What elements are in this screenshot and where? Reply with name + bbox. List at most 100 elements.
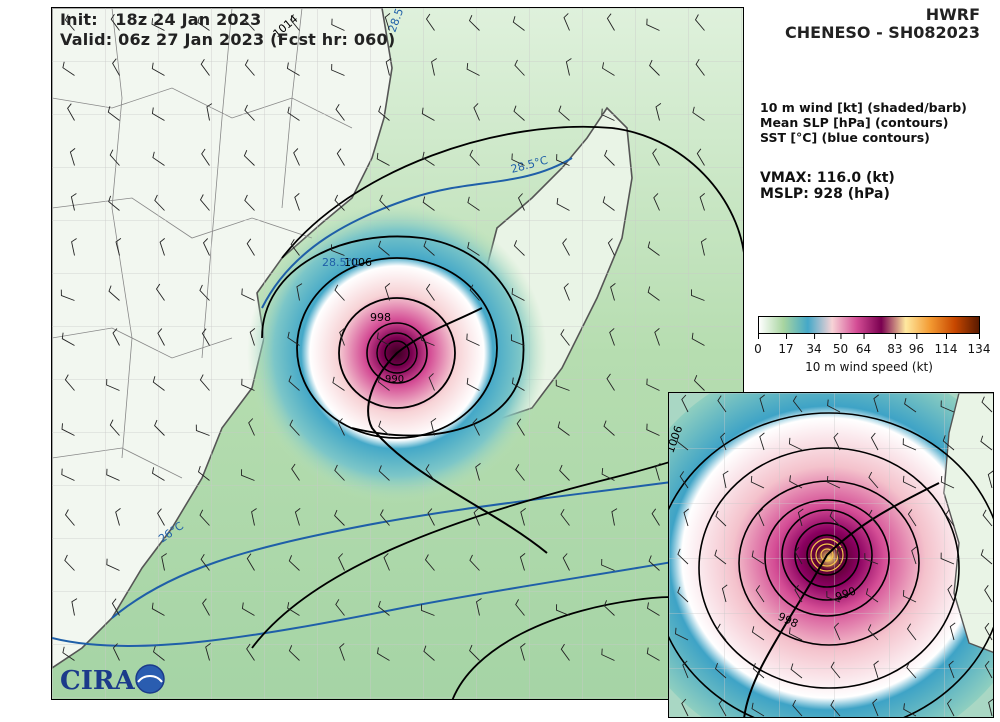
wind-barb: [982, 509, 993, 527]
wind-barb: [790, 663, 803, 679]
wind-barb: [981, 396, 993, 413]
wind-barb: [244, 14, 255, 31]
wind-barb: [797, 508, 804, 527]
wind-barb: [424, 554, 435, 571]
wind-barb: [423, 645, 435, 661]
wind-barb: [291, 463, 300, 481]
wind-barb: [516, 418, 525, 436]
wind-barb: [511, 377, 525, 391]
wind-barb: [515, 464, 525, 481]
wind-barb: [383, 553, 390, 571]
wind-barb: [241, 469, 255, 481]
wind-barb: [511, 288, 525, 301]
wind-barb: [603, 600, 615, 616]
wind-barb: [241, 602, 255, 616]
wind-barb: [378, 240, 390, 256]
wind-barb: [200, 58, 210, 76]
wind-barb: [691, 332, 705, 346]
wind-barb: [714, 662, 727, 679]
colorbar-tick-label: 17: [778, 342, 794, 356]
wind-barb: [288, 375, 300, 391]
wind-barb: [64, 374, 75, 391]
wind-barb: [334, 284, 345, 301]
wind-barb: [826, 475, 841, 489]
wind-barb: [700, 238, 707, 256]
inset-grid: [669, 393, 993, 717]
wind-barb: [611, 508, 618, 526]
wind-barb: [334, 509, 345, 526]
wind-barb: [556, 197, 570, 211]
wind-barb: [602, 62, 615, 76]
main-map-canvas: 1006 998 990 1014 28.5°C 28.5°C 26°C 28.…: [52, 8, 743, 699]
ramm-logo-swirl: [137, 675, 163, 683]
wind-barb: [603, 420, 615, 436]
wind-barb: [151, 107, 165, 121]
wind-barb: [563, 283, 570, 301]
wind-barb: [467, 241, 480, 256]
wind-barb: [379, 509, 390, 526]
wind-barb: [246, 553, 255, 571]
wind-barb: [335, 599, 345, 616]
wind-barb: [241, 378, 255, 391]
wind-barb: [466, 377, 480, 391]
wind-barb: [287, 106, 300, 121]
wind-barb: [602, 196, 615, 211]
wind-barb: [651, 508, 660, 526]
wind-barb: [947, 584, 955, 603]
colorbar-tick-label: 50: [832, 342, 849, 356]
wind-barb: [987, 470, 993, 489]
wind-barb: [562, 238, 570, 256]
wind-barb: [248, 418, 255, 436]
colorbar-tick-label: 83: [887, 342, 903, 356]
wind-barb: [984, 622, 993, 641]
wind-barb: [648, 555, 660, 571]
wind-barb: [202, 598, 210, 616]
wind-barb: [601, 108, 615, 121]
wind-barb: [246, 643, 255, 661]
wind-barb: [290, 238, 300, 256]
colorbar: [758, 316, 980, 334]
wind-barb: [601, 468, 615, 481]
wind-barb: [427, 508, 435, 526]
wind-barb: [199, 509, 210, 526]
init-time: Init: 18z 24 Jan 2023: [60, 10, 261, 29]
wind-barb: [246, 238, 255, 256]
slp-label-1006: 1006: [344, 256, 372, 269]
wind-barb: [647, 602, 660, 616]
wind-barb: [513, 240, 525, 256]
inset-storm-track: [743, 482, 940, 717]
wind-barb: [108, 195, 120, 211]
wind-barb: [654, 328, 660, 346]
wind-barb: [200, 553, 210, 571]
colorbar-tick-label: 34: [806, 342, 822, 356]
wind-barb: [694, 14, 705, 31]
colorbar-tick-label: 114: [934, 342, 958, 356]
wind-barb: [339, 643, 345, 661]
wind-barb: [466, 333, 480, 346]
colorbar-ticks: [758, 334, 980, 339]
init-value: 18z 24 Jan 2023: [115, 10, 262, 29]
wind-barb: [112, 328, 120, 346]
wind-barb: [902, 475, 917, 489]
wind-barb: [201, 328, 210, 346]
wind-barb: [942, 435, 955, 451]
wind-barb: [559, 464, 570, 481]
wind-barb: [948, 660, 955, 679]
wind-barb: [110, 13, 120, 31]
ramm-logo-icon: [135, 664, 165, 694]
wind-barb: [249, 328, 256, 346]
wind-barb: [565, 58, 572, 76]
wind-barb: [159, 238, 165, 256]
wind-barb: [107, 106, 120, 121]
wind-barb: [681, 698, 689, 717]
wind-barb: [425, 283, 435, 301]
wind-barb: [61, 468, 75, 481]
wind-barb: [833, 622, 841, 641]
vmax-stat: VMAX: 116.0 (kt): [760, 170, 895, 186]
wind-barb: [679, 471, 689, 489]
wind-barb: [653, 193, 660, 211]
wind-barb: [609, 328, 615, 346]
wind-barb: [792, 395, 803, 413]
wind-barb: [907, 509, 917, 527]
legend-sst: SST [°C] (blue contours): [760, 130, 930, 145]
